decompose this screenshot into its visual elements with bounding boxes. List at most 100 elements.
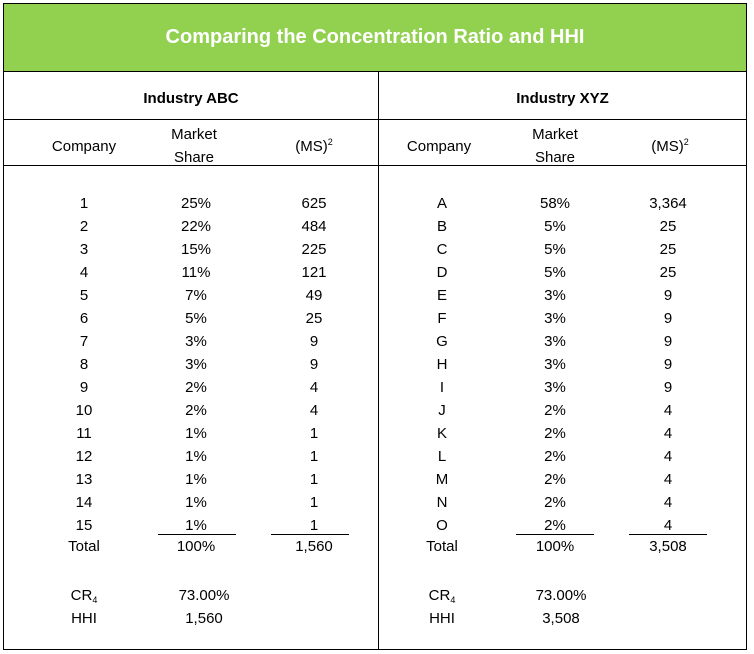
ms-squared-cell: 1 <box>309 425 319 442</box>
cr4-label: CR4 <box>402 584 482 607</box>
cr-subscript: 4 <box>92 595 98 605</box>
cr4-value: 73.00% <box>178 587 230 604</box>
ms-squared-cell: 9 <box>663 356 673 373</box>
company-cell: 14 <box>75 494 93 511</box>
table-title: Comparing the Concentration Ratio and HH… <box>4 4 746 72</box>
company-cell: B <box>436 218 447 235</box>
market-share-cell: 2% <box>544 402 566 419</box>
market-share-cell: 1% <box>185 425 207 442</box>
ms-squared-label: (MS) <box>295 138 328 155</box>
market-share-header-line2: Share <box>534 149 576 166</box>
market-share-header-line1: Market <box>532 126 578 143</box>
market-share-cell: 3% <box>185 333 207 350</box>
ms-squared-cell: 4 <box>663 494 673 511</box>
market-share-cell: 1% <box>185 448 207 465</box>
ms-squared-cell: 225 <box>301 241 327 258</box>
ms-squared-cell: 25 <box>305 310 323 327</box>
market-share-cell: 5% <box>544 241 566 258</box>
ms-squared-cell: 4 <box>663 402 673 419</box>
ms-squared-exponent: 2 <box>327 137 333 147</box>
market-share-cell: 2% <box>544 471 566 488</box>
company-cell: L <box>437 448 447 465</box>
company-cell: N <box>436 494 448 511</box>
market-share-cell: 58% <box>539 195 571 212</box>
market-share-cell: 5% <box>544 218 566 235</box>
ms-squared-cell: 1 <box>309 448 319 465</box>
ms-squared-column-header: (MS)2 <box>630 135 710 158</box>
market-share-cell: 3% <box>544 379 566 396</box>
ms-squared-cell: 484 <box>301 218 327 235</box>
ms-squared-cell: 4 <box>309 379 319 396</box>
company-cell: C <box>436 241 448 258</box>
cr-text: CR <box>428 587 451 604</box>
ms-squared-cell: 625 <box>301 195 327 212</box>
company-cell: A <box>436 195 447 212</box>
cr-subscript: 4 <box>450 595 456 605</box>
cr-text: CR <box>70 587 93 604</box>
total-label: Total <box>426 538 458 555</box>
company-cell: J <box>438 402 446 419</box>
company-cell: 13 <box>75 471 93 488</box>
total-label: Total <box>68 538 100 555</box>
comparison-table: Comparing the Concentration Ratio and HH… <box>3 3 747 650</box>
panel-divider <box>378 72 379 649</box>
company-cell: 6 <box>79 310 89 327</box>
market-share-column-header: Market Share <box>154 123 234 169</box>
ms-squared-column-header: (MS)2 <box>274 135 354 158</box>
market-share-cell: 15% <box>180 241 212 258</box>
market-share-cell: 2% <box>185 402 207 419</box>
ms-squared-cell: 49 <box>305 287 323 304</box>
market-share-cell: 5% <box>185 310 207 327</box>
hhi-value: 1,560 <box>185 610 223 627</box>
company-column-header: Company <box>406 138 472 155</box>
company-cell: G <box>436 333 448 350</box>
total-sq: 1,560 <box>295 538 333 555</box>
share-total-underline <box>516 534 594 535</box>
company-cell: E <box>436 287 447 304</box>
market-share-cell: 2% <box>544 425 566 442</box>
company-cell: 8 <box>79 356 89 373</box>
ms-squared-cell: 1 <box>309 517 319 534</box>
cr4-label: CR4 <box>44 584 124 607</box>
market-share-cell: 22% <box>180 218 212 235</box>
company-cell: 2 <box>79 218 89 235</box>
market-share-cell: 11% <box>181 264 211 281</box>
ms-squared-label: (MS) <box>651 138 684 155</box>
ms-squared-cell: 25 <box>659 241 677 258</box>
market-share-cell: 3% <box>544 287 566 304</box>
sq-total-underline <box>271 534 349 535</box>
ms-squared-cell: 9 <box>309 333 319 350</box>
ms-squared-cell: 1 <box>309 471 319 488</box>
industry-panel-xyz: Industry XYZ Company Market Share (MS)2 … <box>379 72 746 649</box>
ms-squared-cell: 4 <box>309 402 319 419</box>
share-total-underline <box>158 534 236 535</box>
hhi-label: HHI <box>71 610 97 627</box>
company-column-header: Company <box>51 138 117 155</box>
total-share: 100% <box>176 538 216 555</box>
industry-panel-abc: Industry ABC Company Market Share (MS)2 … <box>4 72 378 649</box>
ms-squared-cell: 4 <box>663 448 673 465</box>
ms-squared-cell: 9 <box>663 310 673 327</box>
ms-squared-cell: 1 <box>309 494 319 511</box>
market-share-cell: 1% <box>185 471 207 488</box>
company-cell: 7 <box>79 333 89 350</box>
market-share-cell: 3% <box>544 310 566 327</box>
company-cell: O <box>436 517 448 534</box>
company-cell: 9 <box>79 379 89 396</box>
market-share-cell: 25% <box>180 195 212 212</box>
total-share: 100% <box>535 538 575 555</box>
ms-squared-cell: 9 <box>663 379 673 396</box>
hhi-label: HHI <box>429 610 455 627</box>
market-share-header-line1: Market <box>171 126 217 143</box>
market-share-cell: 2% <box>185 379 207 396</box>
industry-header-divider <box>4 119 746 120</box>
company-cell: M <box>435 471 449 488</box>
market-share-cell: 2% <box>544 517 566 534</box>
company-cell: 15 <box>75 517 93 534</box>
ms-squared-exponent: 2 <box>683 137 689 147</box>
ms-squared-cell: 4 <box>663 425 673 442</box>
market-share-header-line2: Share <box>173 149 215 166</box>
company-cell: 12 <box>75 448 93 465</box>
sq-total-underline <box>629 534 707 535</box>
ms-squared-cell: 25 <box>659 264 677 281</box>
